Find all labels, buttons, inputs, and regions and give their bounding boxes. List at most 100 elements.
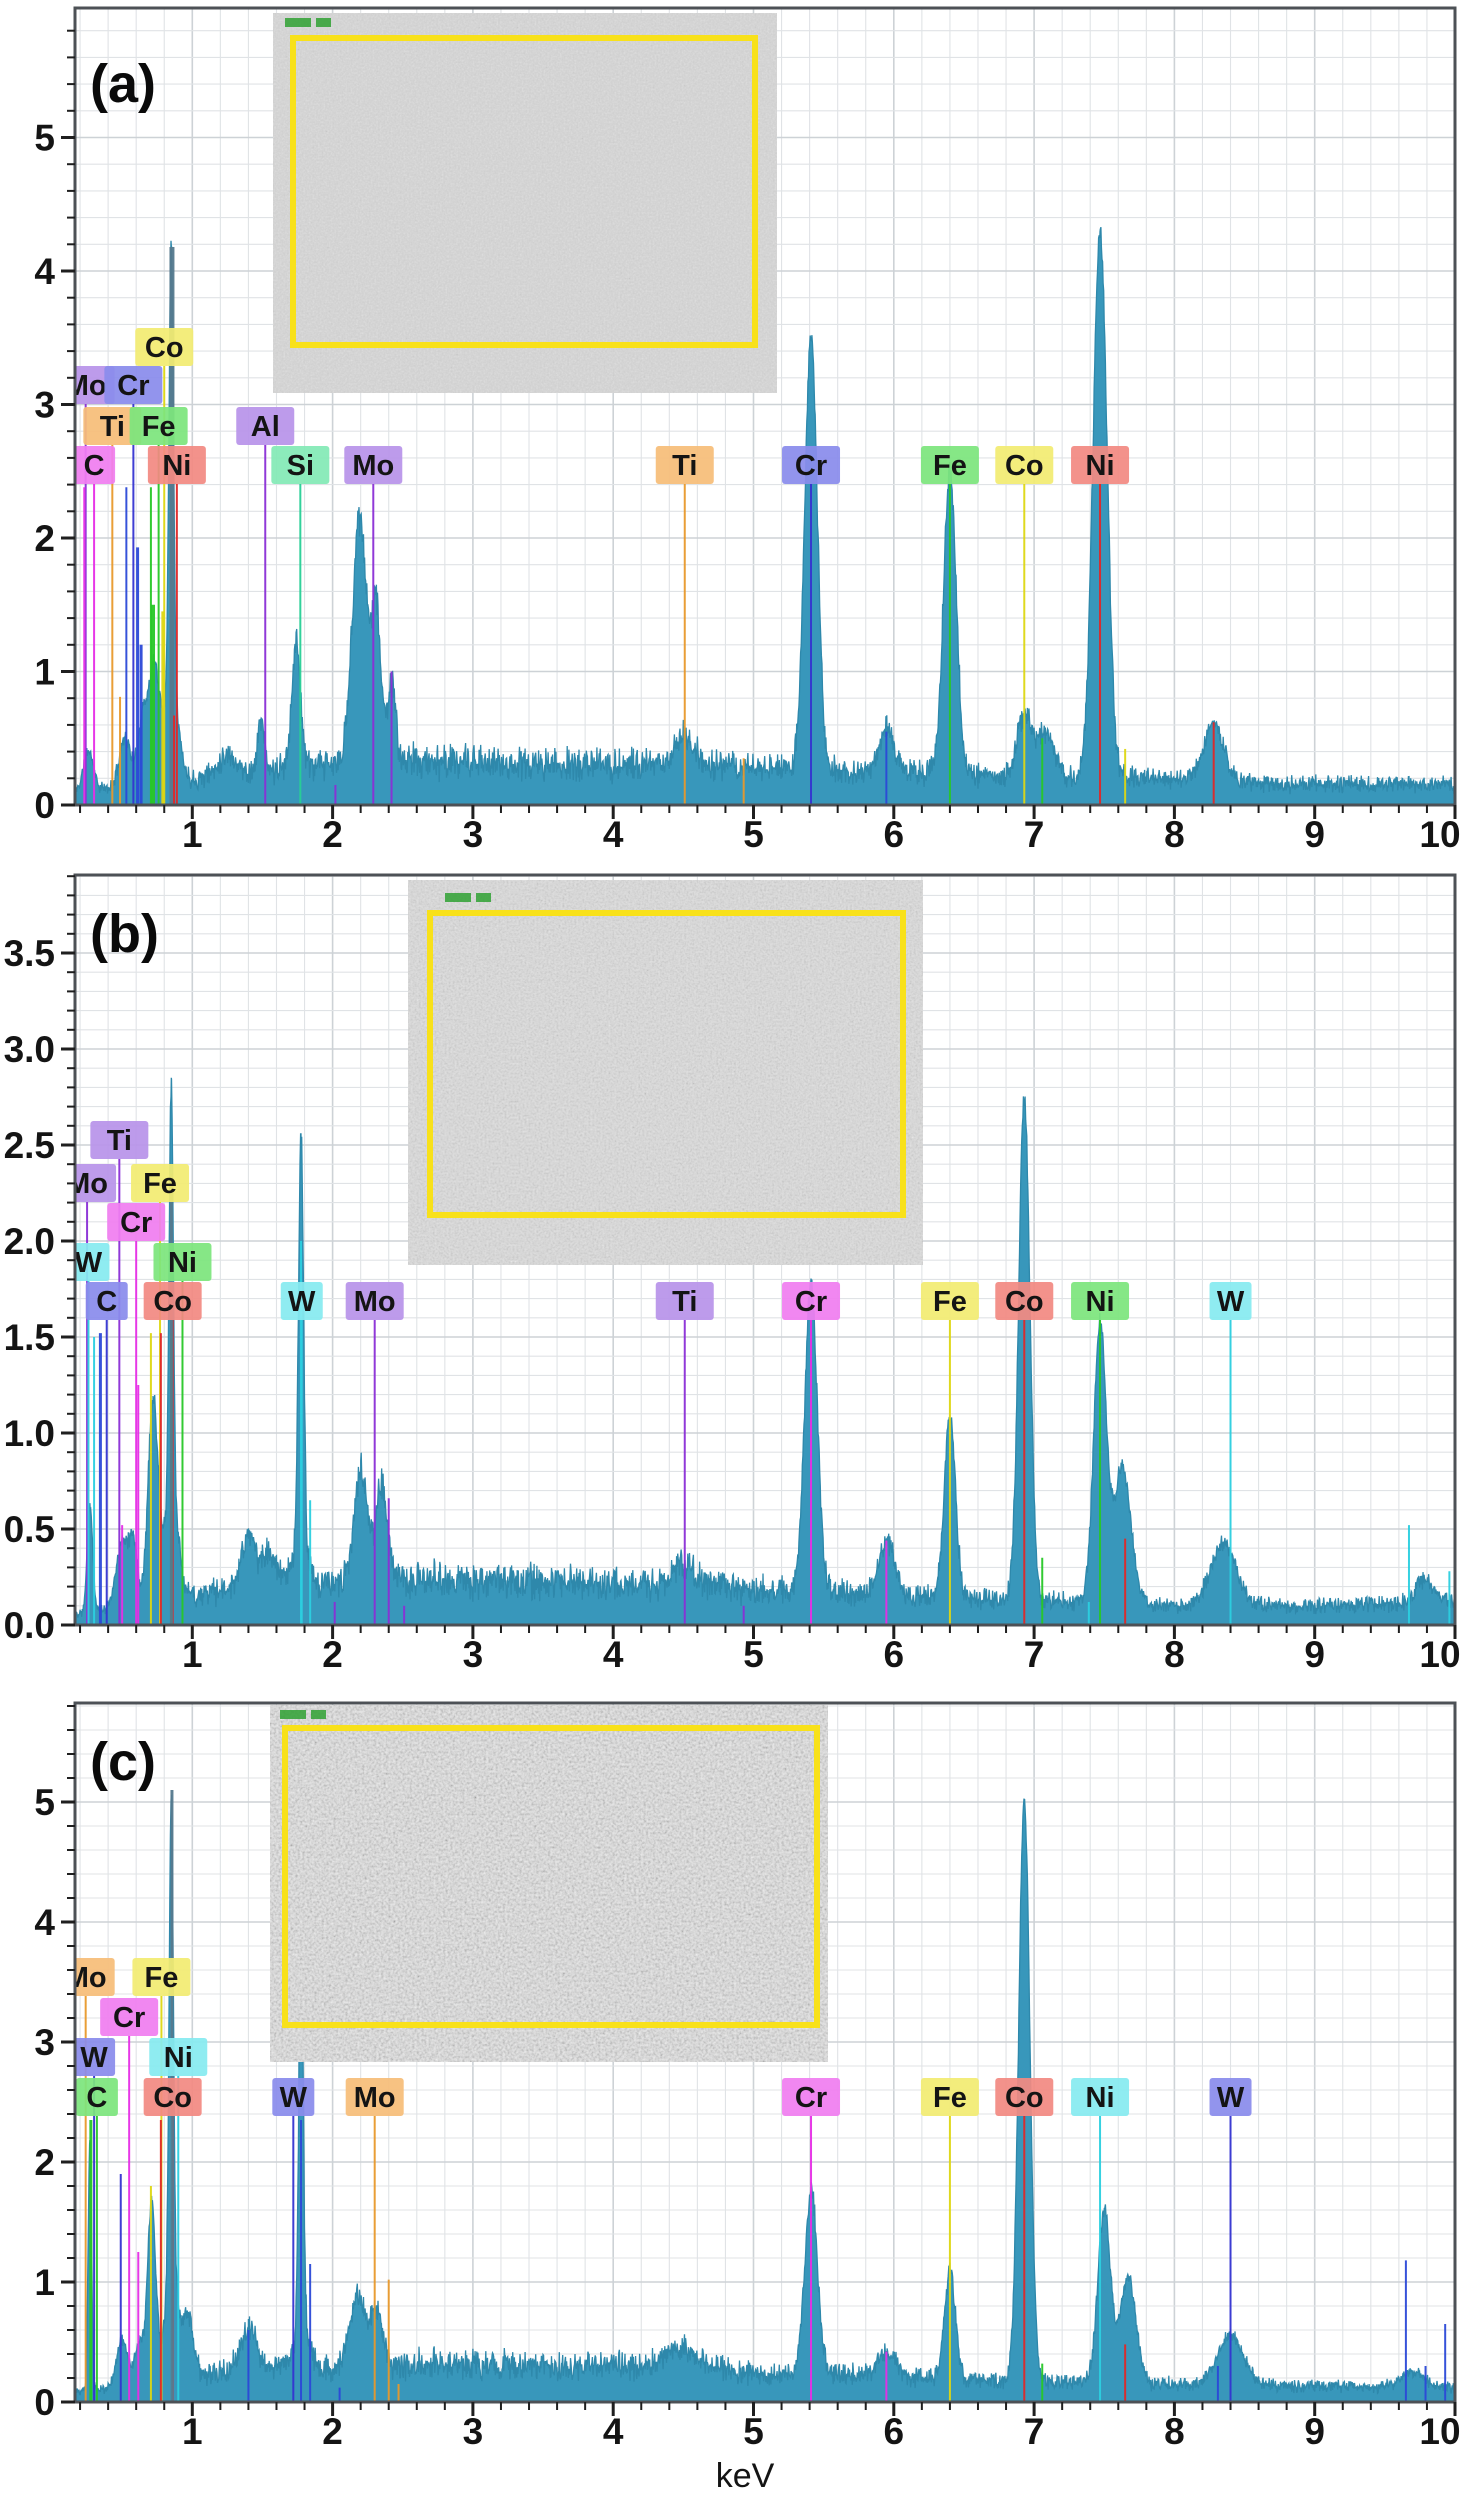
x-axis-tick-label: 5	[743, 2411, 764, 2452]
spectrum-edge-line	[75, 1077, 1455, 1618]
axis-ticks	[61, 1705, 1457, 2416]
element-label-box	[1071, 1282, 1130, 1320]
element-marker-lines	[84, 1790, 1447, 2401]
y-axis-tick-label: 0.5	[4, 1509, 55, 1550]
element-label-box	[132, 1958, 191, 1996]
element-label-box	[143, 2078, 202, 2116]
element-label-ti: Ti	[655, 1282, 714, 1320]
element-label-text: Ni	[164, 2042, 193, 2074]
element-label-text: Cr	[117, 370, 149, 402]
element-label-box	[782, 446, 841, 484]
element-label-cr: Cr	[107, 1203, 166, 1241]
element-label-text: Fe	[933, 2082, 967, 2114]
spectrum-edge-line	[75, 227, 1455, 795]
y-axis-tick-label: 1	[34, 652, 55, 693]
inset-annotation	[280, 1710, 306, 1719]
x-axis-tick-label: 6	[884, 1634, 905, 1675]
element-label-mo: Mo	[345, 1282, 404, 1320]
x-axis-tick-label: 7	[1024, 1634, 1045, 1675]
element-label-box	[129, 407, 188, 445]
x-axis-tick-label: 8	[1164, 2411, 1185, 2452]
element-label-box	[149, 2038, 208, 2076]
y-axis-tick-label: 3.5	[4, 933, 55, 974]
spectrum	[75, 1077, 1455, 1625]
element-label-fe: Fe	[129, 407, 188, 445]
element-label-box	[147, 446, 206, 484]
element-label-box	[782, 2078, 841, 2116]
element-label-cr: Cr	[782, 1282, 841, 1320]
element-label-w: W	[75, 2038, 116, 2076]
plot-border	[73, 1701, 1457, 2404]
plot-border	[73, 873, 1457, 1627]
y-axis-tick-label: 1.5	[4, 1317, 55, 1358]
element-label-box	[104, 366, 163, 404]
element-label-box	[920, 1282, 979, 1320]
element-label-box	[1071, 446, 1130, 484]
x-axis-tick-label: 3	[463, 2411, 484, 2452]
element-label-box	[271, 446, 330, 484]
x-axis-tick-label: 2	[322, 814, 343, 855]
element-label-box	[655, 1282, 714, 1320]
inset-annotation	[476, 893, 491, 902]
x-axis-tick-label: 1	[182, 2411, 203, 2452]
element-label-text: Fe	[145, 1962, 179, 1994]
inset-annotation	[285, 18, 311, 27]
x-axis-tick-label: 5	[743, 814, 764, 855]
element-label-ni: Ni	[1071, 446, 1130, 484]
panel-letter: (a)	[90, 54, 156, 114]
y-axis-tick-label: 2	[34, 2142, 55, 2183]
element-label-co: Co	[995, 1282, 1054, 1320]
element-label-box	[83, 407, 142, 445]
y-axis-tick-label: 5	[34, 118, 55, 159]
x-axis-tick-label: 10	[1419, 814, 1460, 855]
element-label-box	[920, 446, 979, 484]
y-axis-tick-label: 0.0	[4, 1605, 55, 1646]
x-axis-tick-label: 4	[603, 2411, 624, 2452]
element-label-ni: Ni	[149, 2038, 208, 2076]
element-label-box	[85, 1282, 128, 1320]
element-label-text: C	[96, 1286, 117, 1318]
y-axis-tick-label: 4	[34, 251, 55, 292]
y-axis-tick-label: 1.0	[4, 1413, 55, 1454]
element-label-text: Al	[251, 411, 280, 443]
axis-ticks	[61, 29, 1457, 819]
element-label-ti: Ti	[83, 407, 142, 445]
element-label-text: Ti	[107, 1125, 132, 1157]
element-label-text: Mo	[65, 370, 107, 402]
element-label-fe: Fe	[920, 446, 979, 484]
element-label-mo: Mo	[75, 1164, 117, 1202]
x-axis-tick-label: 7	[1024, 2411, 1045, 2452]
element-label-text: Co	[153, 2082, 192, 2114]
element-label-text: Fe	[933, 1286, 967, 1318]
x-axis-tick-label: 8	[1164, 814, 1185, 855]
element-label-text: Cr	[795, 2082, 827, 2114]
element-label-text: Fe	[142, 411, 176, 443]
element-label-cr: Cr	[782, 446, 841, 484]
element-label-w: W	[280, 1282, 323, 1320]
element-label-box	[995, 446, 1054, 484]
element-label-box	[131, 1164, 190, 1202]
y-axis-tick-label: 2.0	[4, 1221, 55, 1262]
y-axis-tick-label: 2.5	[4, 1125, 55, 1166]
x-axis-tick-label: 9	[1304, 814, 1325, 855]
y-axis-tick-label: 5	[34, 1782, 55, 1823]
x-axis-tick-label: 10	[1419, 2411, 1460, 2452]
y-axis-tick-label: 2	[34, 518, 55, 559]
element-label-al: Al	[236, 407, 295, 445]
y-axis-tick-label: 1	[34, 2262, 55, 2303]
element-label-mo: Mo	[345, 2078, 404, 2116]
element-label-text: Ti	[100, 411, 125, 443]
element-label-box	[153, 1243, 212, 1281]
sem-inset	[270, 1705, 828, 2062]
axis-ticks	[61, 875, 1457, 1639]
y-axis-tick-label: 3	[34, 2022, 55, 2063]
x-axis-tick-label: 9	[1304, 2411, 1325, 2452]
x-axis-tick-label: 2	[322, 1634, 343, 1675]
y-axis-tick-label: 3	[34, 385, 55, 426]
element-label-box	[100, 1998, 159, 2036]
element-label-box	[90, 1121, 149, 1159]
element-label-cr: Cr	[100, 1998, 159, 2036]
element-label-box	[143, 1282, 202, 1320]
y-axis-tick-label: 0	[34, 785, 55, 826]
